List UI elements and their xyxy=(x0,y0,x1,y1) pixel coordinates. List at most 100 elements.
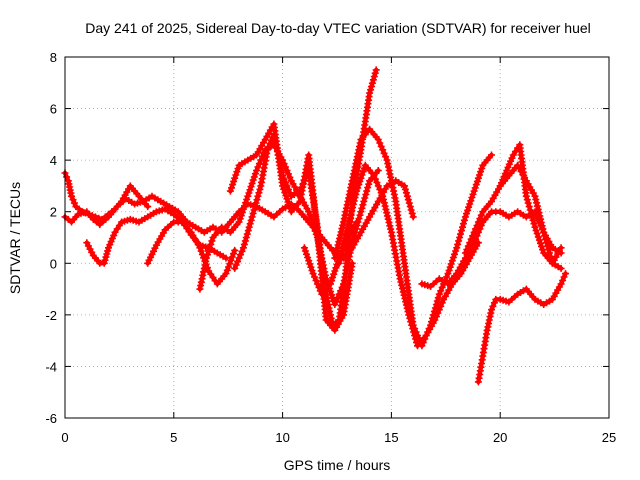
data-point-marker xyxy=(451,250,458,258)
series-satellite-pass-7 xyxy=(226,120,356,334)
data-point-marker xyxy=(335,254,343,262)
data-point-marker xyxy=(337,251,345,259)
data-point-marker xyxy=(434,294,442,302)
data-point-marker xyxy=(244,192,252,200)
data-point-marker xyxy=(241,237,249,245)
data-point-marker xyxy=(438,299,446,307)
data-point-marker xyxy=(327,280,334,288)
y-tick-label: -6 xyxy=(45,411,57,426)
data-point-marker xyxy=(399,288,407,296)
data-point-marker xyxy=(68,192,75,200)
y-tick-label: 0 xyxy=(50,256,57,271)
data-point-marker xyxy=(560,273,568,281)
data-point-marker xyxy=(225,263,232,271)
series-markers xyxy=(474,270,569,386)
data-point-marker xyxy=(253,167,260,174)
data-point-marker xyxy=(239,244,247,252)
data-point-marker xyxy=(557,280,565,288)
data-point-marker xyxy=(355,181,363,189)
data-point-marker xyxy=(465,203,473,211)
data-point-marker xyxy=(306,260,314,268)
data-point-marker xyxy=(528,213,536,221)
data-point-marker xyxy=(82,209,90,217)
data-point-marker xyxy=(301,247,309,255)
data-point-marker xyxy=(459,223,466,231)
data-point-marker xyxy=(447,260,455,268)
y-tick-label: 4 xyxy=(50,153,57,168)
data-point-marker xyxy=(300,244,308,252)
data-point-marker xyxy=(371,69,379,77)
data-point-marker xyxy=(457,230,464,238)
data-point-marker xyxy=(196,244,204,252)
data-point-marker xyxy=(374,136,382,143)
data-point-marker xyxy=(405,311,413,319)
data-point-marker xyxy=(472,225,479,233)
data-point-marker xyxy=(373,179,381,186)
data-point-marker xyxy=(477,168,485,176)
data-point-marker xyxy=(526,206,534,214)
x-tick-label: 25 xyxy=(602,430,616,445)
data-point-marker xyxy=(477,211,485,219)
data-point-marker xyxy=(237,212,245,220)
data-point-marker xyxy=(249,209,257,217)
data-point-marker xyxy=(223,266,231,274)
data-point-marker xyxy=(380,199,388,207)
data-point-marker xyxy=(371,175,379,183)
data-point-marker xyxy=(334,257,342,265)
data-point-marker xyxy=(342,237,350,245)
data-point-marker xyxy=(472,181,480,189)
data-point-marker xyxy=(525,203,533,211)
data-point-marker xyxy=(252,199,260,207)
data-point-marker xyxy=(255,189,263,197)
data-point-marker xyxy=(327,288,334,296)
data-point-marker xyxy=(469,232,477,240)
data-point-marker xyxy=(386,222,394,230)
y-tick-label: 2 xyxy=(50,205,57,220)
data-point-marker xyxy=(559,277,567,284)
data-point-marker xyxy=(303,250,310,258)
data-point-marker xyxy=(357,208,365,216)
data-point-marker xyxy=(357,174,365,182)
data-point-marker xyxy=(432,313,440,321)
data-point-marker xyxy=(247,216,255,224)
data-point-marker xyxy=(352,190,360,198)
data-point-marker xyxy=(408,209,416,217)
data-point-marker xyxy=(353,187,361,195)
data-point-marker xyxy=(228,184,235,192)
data-point-marker xyxy=(245,223,253,231)
x-tick-label: 5 xyxy=(170,430,177,445)
data-point-marker xyxy=(562,270,569,278)
data-point-marker xyxy=(338,247,346,255)
data-point-marker xyxy=(476,215,484,223)
data-point-marker xyxy=(527,209,535,217)
data-point-marker xyxy=(533,199,541,207)
data-point-marker xyxy=(244,227,252,235)
data-point-marker xyxy=(250,206,258,214)
series-markers xyxy=(144,218,239,288)
data-point-marker xyxy=(401,182,408,190)
data-point-marker xyxy=(228,253,236,261)
data-point-marker xyxy=(446,263,454,271)
data-point-marker xyxy=(460,216,468,224)
data-point-marker xyxy=(377,142,385,150)
data-point-marker xyxy=(408,321,416,329)
data-point-marker xyxy=(202,254,210,262)
data-point-marker xyxy=(359,201,367,209)
data-point-marker xyxy=(461,249,469,257)
data-point-marker xyxy=(437,302,445,310)
data-point-marker xyxy=(539,246,547,254)
data-point-marker xyxy=(406,314,414,322)
data-point-marker xyxy=(463,246,471,253)
data-point-marker xyxy=(365,180,373,188)
data-point-marker xyxy=(407,318,415,326)
data-point-marker xyxy=(241,202,248,210)
series-line xyxy=(476,271,568,385)
data-point-marker xyxy=(476,171,483,179)
data-point-marker xyxy=(358,171,366,179)
data-point-marker xyxy=(248,179,256,187)
data-point-marker xyxy=(437,287,445,295)
data-point-marker xyxy=(70,199,78,207)
data-point-marker xyxy=(535,236,543,244)
data-point-marker xyxy=(312,277,320,284)
series-satellite-pass-4 xyxy=(144,218,239,288)
